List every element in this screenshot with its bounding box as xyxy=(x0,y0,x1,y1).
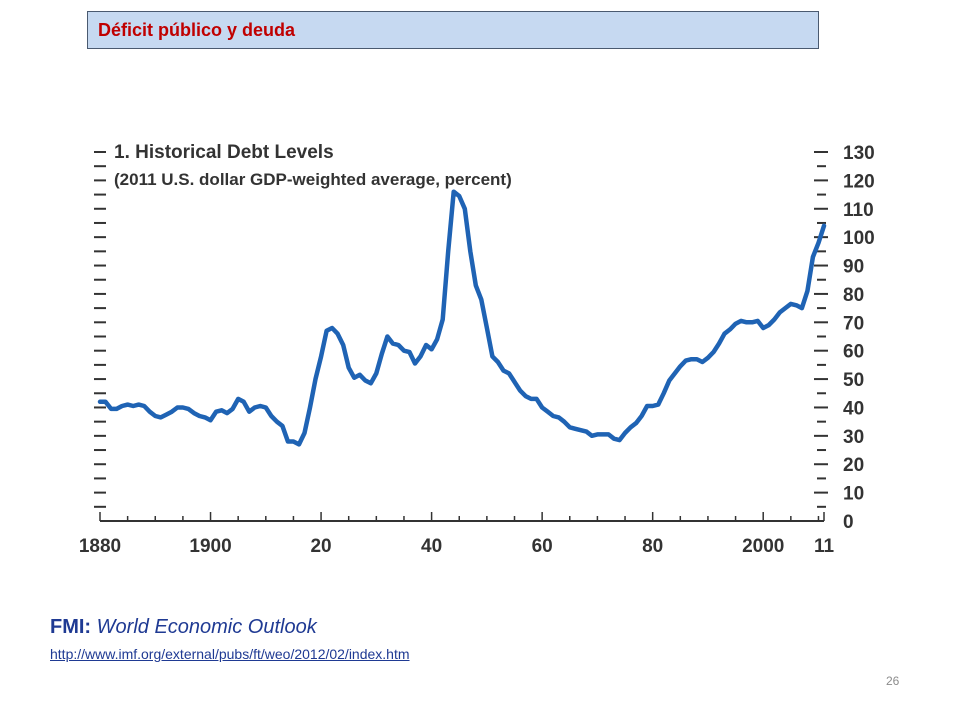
series-line xyxy=(97,189,827,447)
x-tick-label: 20 xyxy=(310,536,331,557)
x-tick-label: 2000 xyxy=(742,536,784,557)
y-tick-label: 60 xyxy=(843,342,864,363)
y-tick-label: 50 xyxy=(843,370,864,391)
x-tick-label: 80 xyxy=(642,536,663,557)
source-label: FMI: xyxy=(50,616,92,638)
y-tick-label: 90 xyxy=(843,257,864,278)
y-tick-label: 20 xyxy=(843,455,864,476)
x-tick-label: 40 xyxy=(421,536,442,557)
slide-heading-text: Déficit público y deuda xyxy=(98,19,296,40)
chart-title: 1. Historical Debt Levels xyxy=(114,142,334,163)
y-tick-label: 100 xyxy=(843,228,875,249)
x-tick-label: 11 xyxy=(814,536,835,557)
x-tick-label: 60 xyxy=(532,536,553,557)
y-tick-label: 120 xyxy=(843,171,875,192)
source-title: World Economic Outlook xyxy=(96,616,317,638)
x-tick-label: 1880 xyxy=(79,536,121,557)
y-tick-label: 40 xyxy=(843,398,864,419)
chart-series xyxy=(97,189,827,447)
debt-line-chart: 0 10 20 30 40 50 60 70 80 90 100 110 120 130 1880 1900 2… xyxy=(79,142,875,557)
y-tick-label: 10 xyxy=(843,484,864,505)
source-citation: FMI: World Economic Outlook xyxy=(50,616,317,639)
y-tick-label: 0 xyxy=(843,512,854,533)
chart-axes: 0 10 20 30 40 50 60 70 80 90 100 110 120 130 1880 1900 2… xyxy=(79,143,875,557)
y-tick-label: 80 xyxy=(843,285,864,306)
x-tick-label: 1900 xyxy=(189,536,231,557)
y-tick-label: 110 xyxy=(843,200,874,221)
y-tick-label: 30 xyxy=(843,427,864,448)
page-number: 26 xyxy=(886,674,900,688)
y-tick-label: 130 xyxy=(843,143,875,164)
y-tick-label: 70 xyxy=(843,313,864,334)
source-link[interactable]: http://www.imf.org/external/pubs/ft/weo/… xyxy=(50,646,410,662)
slide-heading: Déficit público y deuda xyxy=(87,11,819,49)
chart-subtitle: (2011 U.S. dollar GDP-weighted average, … xyxy=(114,170,512,189)
